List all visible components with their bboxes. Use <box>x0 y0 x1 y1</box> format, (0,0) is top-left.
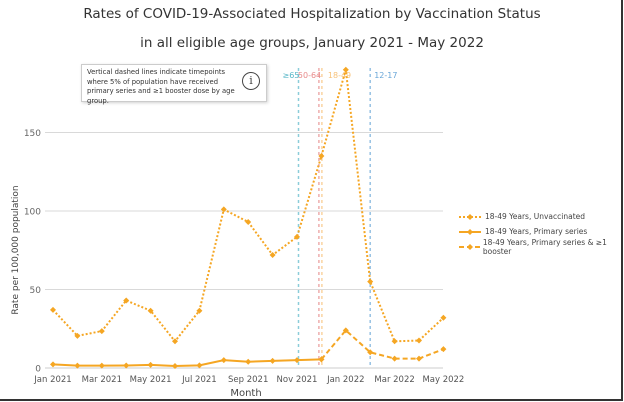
data-point <box>172 362 178 369</box>
data-point <box>416 355 422 362</box>
data-point <box>416 337 422 344</box>
x-tick-label: Jan 2021 <box>33 375 71 385</box>
annotation-note: Vertical dashed lines indicate timepoint… <box>81 64 267 105</box>
x-tick-label: Jul 2021 <box>181 375 217 385</box>
y-axis-title: Rate per 100,000 population <box>11 185 21 314</box>
annotation-vline-label: ≥65 <box>283 71 300 80</box>
y-tick-label: 100 <box>24 208 41 218</box>
data-point <box>440 314 447 321</box>
series-line-0 <box>52 69 445 343</box>
data-point <box>269 251 276 258</box>
data-point <box>147 361 154 368</box>
annotation-vline-label: 18-49 <box>328 71 351 80</box>
legend-label: 18-49 Years, Primary series & ≥1 booster <box>482 237 607 256</box>
x-tick-label: Mar 2021 <box>82 375 122 385</box>
legend-label: 18-49 Years, Primary series <box>485 227 588 236</box>
y-tick-label: 50 <box>30 286 42 296</box>
data-point <box>367 278 374 285</box>
data-point <box>220 206 227 213</box>
data-point <box>196 362 203 369</box>
legend-item-primary[interactable]: 18-49 Years, Primary series <box>458 224 624 239</box>
data-point <box>196 307 203 314</box>
legend-item-booster[interactable]: 18-49 Years, Primary series & ≥1 booster <box>458 237 624 256</box>
data-point <box>172 338 178 345</box>
data-point <box>391 355 398 362</box>
data-point <box>294 233 300 240</box>
data-point <box>123 297 130 304</box>
x-tick-label: Sep 2021 <box>228 375 268 385</box>
data-point <box>98 362 105 369</box>
data-point <box>367 349 374 356</box>
data-point <box>74 332 81 339</box>
data-point <box>318 356 325 363</box>
annotation-vline-label: 12-17 <box>374 71 397 80</box>
info-icon[interactable]: i <box>242 72 260 90</box>
x-tick-label: Jan 2022 <box>326 375 364 385</box>
data-point <box>245 218 252 225</box>
x-tick-label: May 2021 <box>130 375 172 385</box>
data-point <box>342 66 349 73</box>
x-axis-title: Month <box>230 388 261 399</box>
legend-label: 18-49 Years, Unvaccinated <box>485 212 586 221</box>
data-point <box>342 327 349 334</box>
annotation-vline-label: 50-64 <box>298 71 321 80</box>
legend-solid-line-icon <box>459 228 481 235</box>
data-point <box>50 306 56 313</box>
data-point <box>123 362 130 369</box>
data-point <box>440 346 447 353</box>
series-line-2 <box>320 328 444 361</box>
y-tick-label: 150 <box>24 129 41 139</box>
x-tick-label: Mar 2022 <box>374 375 414 385</box>
x-tick-label: Nov 2021 <box>277 375 318 385</box>
data-point <box>318 153 325 160</box>
data-point <box>269 357 276 364</box>
data-point <box>391 338 398 345</box>
data-point <box>74 362 81 369</box>
chart-subtitle: in all eligible age groups, January 2021… <box>140 35 484 51</box>
x-tick-label: May 2022 <box>422 375 464 385</box>
data-point <box>147 307 154 314</box>
legend-dotted-line-icon <box>459 213 481 220</box>
data-point <box>50 361 56 368</box>
y-tick-label: 0 <box>35 365 41 375</box>
legend-item-unvaccinated[interactable]: 18-49 Years, Unvaccinated <box>458 209 624 224</box>
data-point <box>98 328 105 335</box>
data-point <box>294 357 300 364</box>
chart-title: Rates of COVID-19-Associated Hospitaliza… <box>83 6 541 22</box>
note-text: Vertical dashed lines indicate timepoint… <box>87 68 235 105</box>
data-point <box>220 357 227 364</box>
legend-dashed-line-icon <box>459 243 480 250</box>
legend: 18-49 Years, Unvaccinated 18-49 Years, P… <box>458 209 624 256</box>
series-line-1 <box>52 358 322 367</box>
data-point <box>245 358 252 365</box>
